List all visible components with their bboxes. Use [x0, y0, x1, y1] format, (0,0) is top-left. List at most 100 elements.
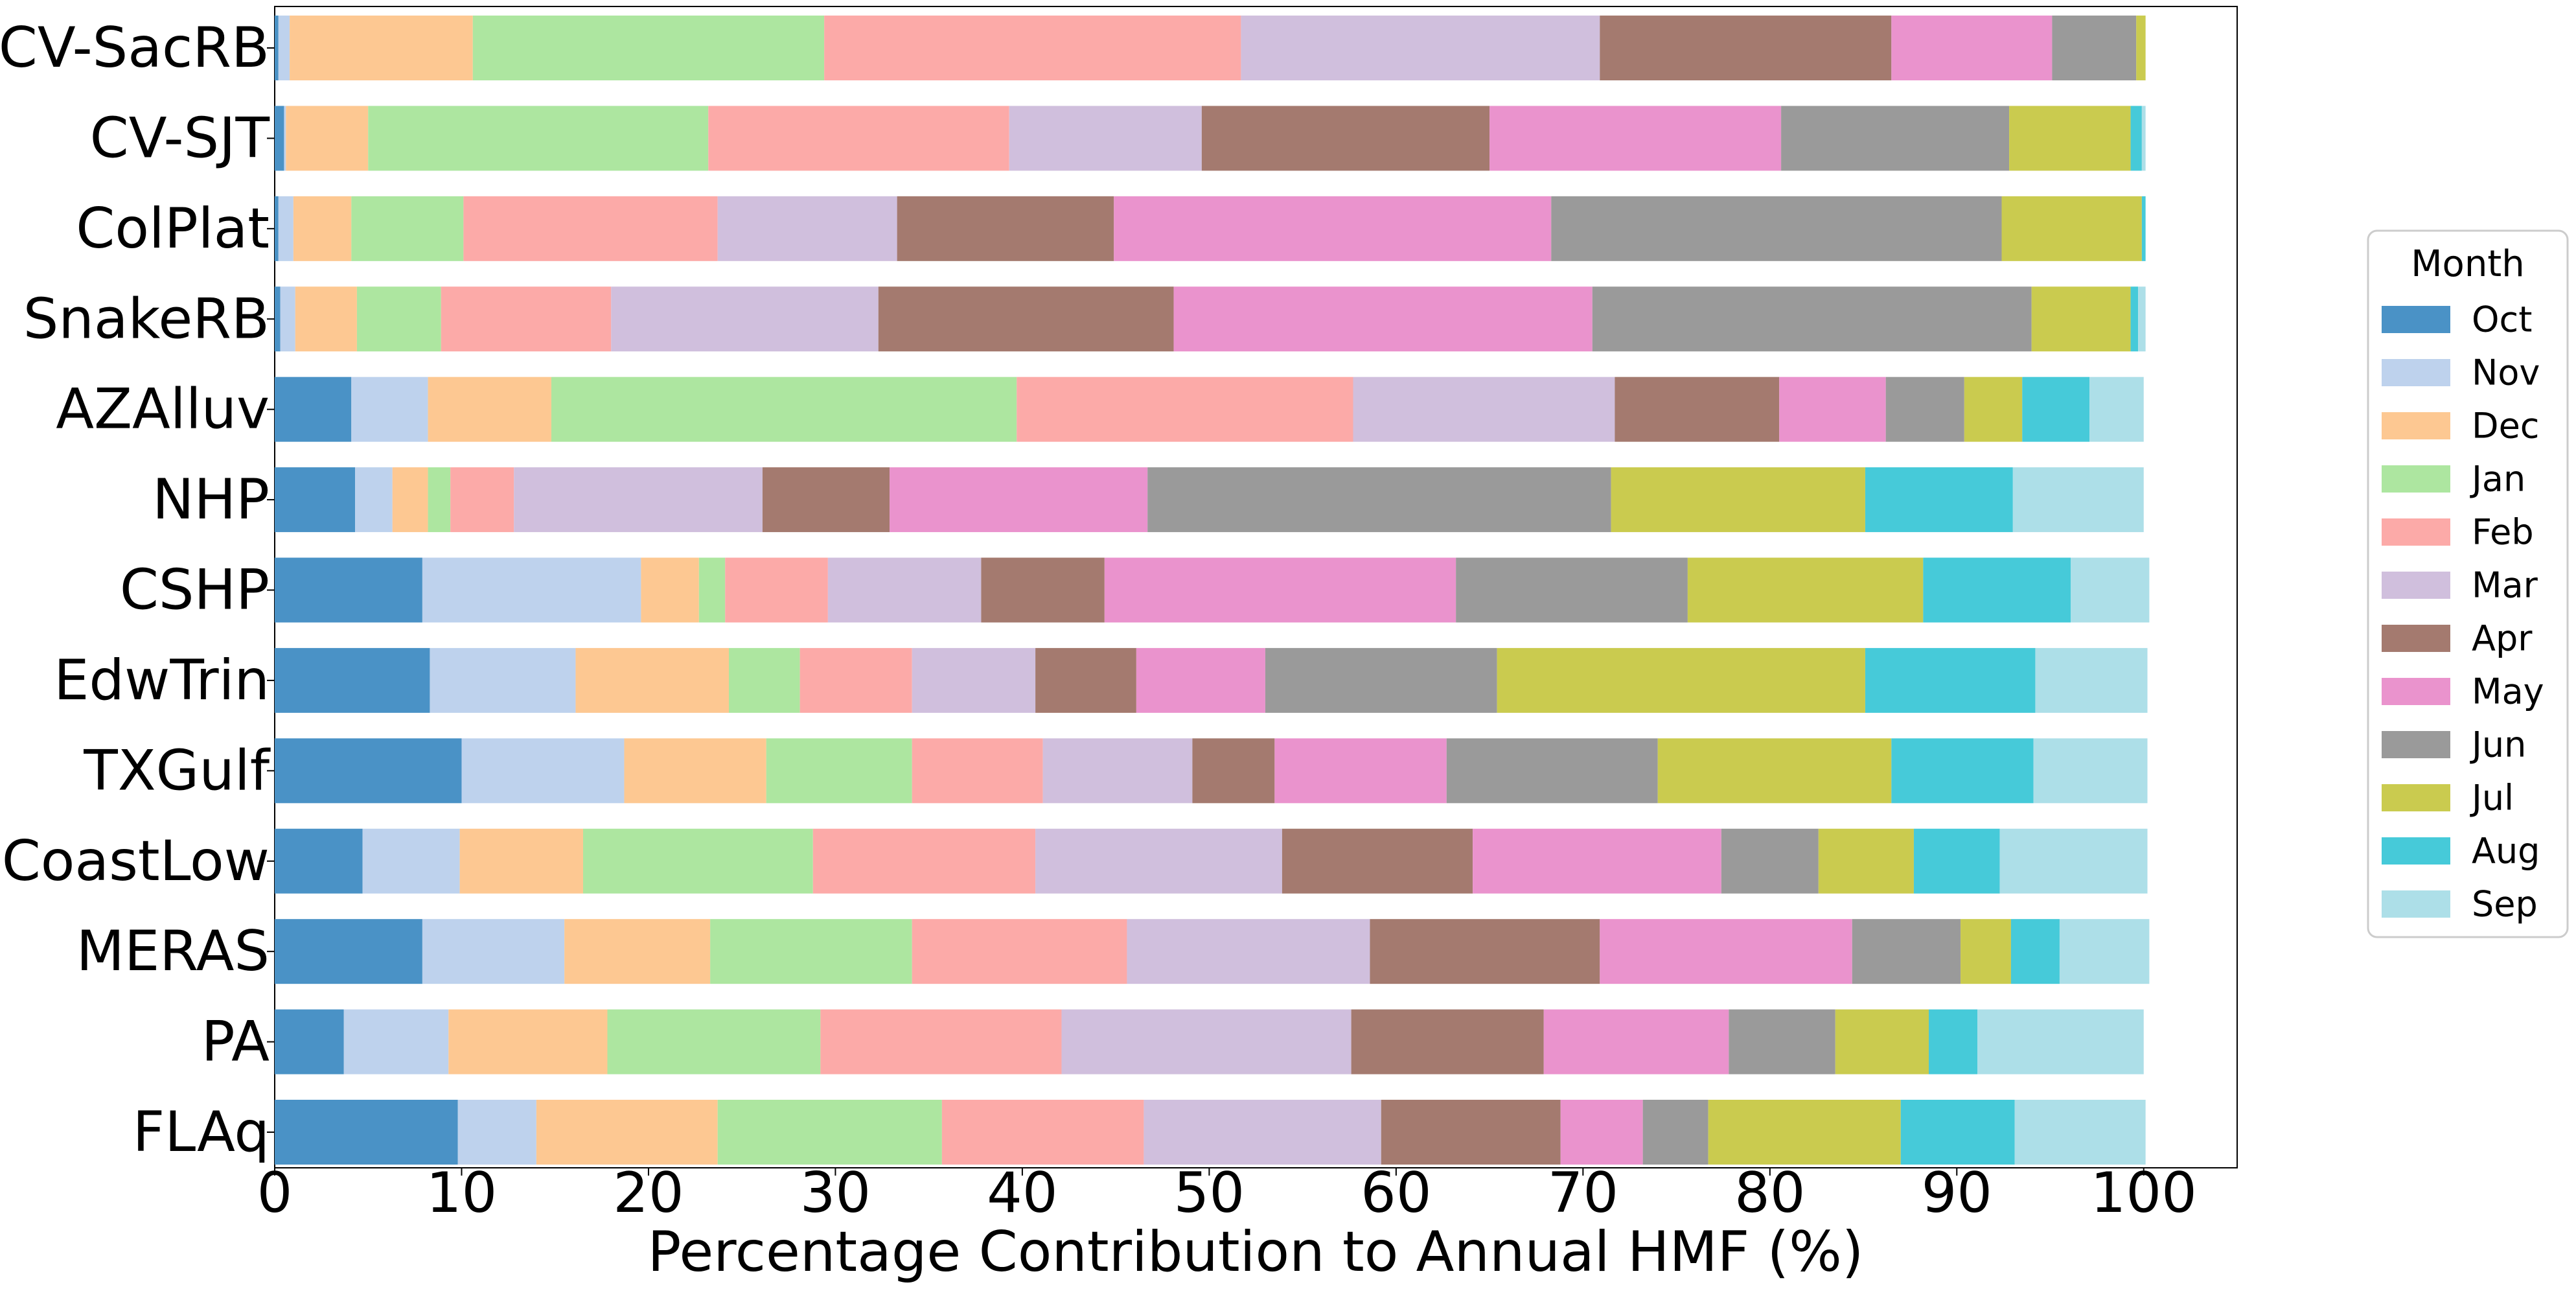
bar-snakerb-may — [1173, 286, 1593, 352]
legend-label-dec: Dec — [2472, 406, 2540, 447]
bar-flaq-nov — [457, 1100, 536, 1165]
x-axis-label: Percentage Contribution to Annual HMF (%… — [648, 1220, 1864, 1284]
bar-cshp-feb — [725, 557, 828, 623]
bar-coastlow-mar — [1035, 828, 1282, 894]
legend-items: Oct Nov Dec Jan Feb Mar Apr May Jun Jul Aug Sep — [2382, 299, 2544, 925]
bar-snakerb-oct — [275, 286, 281, 352]
bar-txgulf-feb — [912, 738, 1043, 804]
y-tick-label-nhp: NHP — [152, 467, 270, 532]
bar-azalluv-jun — [1885, 377, 1964, 442]
x-tick-label-50: 50 — [1174, 1161, 1245, 1225]
bar-pa-dec — [448, 1009, 608, 1074]
legend-swatch-oct — [2382, 306, 2450, 333]
bar-txgulf-sep — [2033, 738, 2148, 804]
bar-cv-sjt-sep — [2141, 106, 2146, 171]
bar-edwtrin-may — [1136, 647, 1265, 713]
bar-azalluv-apr — [1615, 377, 1780, 442]
bar-flaq-oct — [275, 1100, 458, 1165]
bar-edwtrin-dec — [575, 647, 729, 713]
bar-pa-jan — [607, 1009, 821, 1074]
legend-label-sep: Sep — [2472, 884, 2538, 925]
legend-frame — [2367, 229, 2569, 938]
bar-meras-dec — [564, 919, 711, 984]
y-tick-label-coastlow: CoastLow — [2, 829, 270, 894]
bar-coastlow-jan — [582, 828, 813, 894]
bar-cshp-oct — [275, 557, 422, 623]
bar-txgulf-aug — [1891, 738, 2034, 804]
bar-cv-sjt-jul — [2009, 106, 2131, 171]
legend-label-feb: Feb — [2472, 512, 2534, 553]
y-tick-label-pa: PA — [201, 1010, 270, 1074]
bar-azalluv-may — [1779, 377, 1886, 442]
bar-cv-sacrb-oct — [275, 16, 279, 80]
bar-cv-sjt-jan — [368, 106, 709, 171]
legend: Month Oct Nov Dec Jan Feb Mar Apr May Jun Jul Aug S… — [2367, 229, 2569, 938]
bar-cv-sacrb-apr — [1600, 16, 1892, 80]
legend-label-may: May — [2472, 671, 2544, 712]
y-tick-label-cv-sacrb: CV-SacRB — [0, 16, 270, 80]
legend-swatch-apr — [2382, 625, 2450, 652]
bar-snakerb-dec — [295, 286, 357, 352]
x-tick-label-40: 40 — [987, 1161, 1057, 1225]
bar-snakerb-jun — [1592, 286, 2032, 352]
bar-txgulf-jun — [1446, 738, 1658, 804]
bar-cv-sacrb-jun — [2052, 16, 2137, 80]
bar-nhp-sep — [2012, 467, 2144, 533]
bar-colplat-mar — [717, 196, 897, 261]
bar-meras-may — [1600, 919, 1852, 984]
bar-snakerb-nov — [280, 286, 295, 352]
bar-txgulf-may — [1274, 738, 1447, 804]
bar-cv-sacrb-dec — [290, 16, 473, 80]
bar-edwtrin-sep — [2035, 647, 2148, 713]
bar-edwtrin-jun — [1265, 647, 1497, 713]
y-tick-label-azalluv: AZAlluv — [56, 377, 270, 442]
bar-azalluv-sep — [2089, 377, 2144, 442]
bar-cv-sacrb-jan — [472, 16, 825, 80]
bar-colplat-aug — [2141, 196, 2146, 261]
bar-snakerb-apr — [878, 286, 1174, 352]
bar-pa-may — [1543, 1009, 1729, 1074]
bar-meras-apr — [1370, 919, 1600, 984]
bar-meras-oct — [275, 919, 422, 984]
bar-pa-sep — [1977, 1009, 2144, 1074]
bar-colplat-dec — [293, 196, 352, 261]
bar-flaq-sep — [2014, 1100, 2146, 1165]
bar-colplat-jun — [1551, 196, 2002, 261]
bar-coastlow-feb — [812, 828, 1036, 894]
x-tick-label-10: 10 — [426, 1161, 497, 1225]
bar-coastlow-oct — [275, 828, 363, 894]
y-tick-label-cv-sjt: CV-SJT — [90, 106, 270, 170]
bar-azalluv-aug — [2022, 377, 2090, 442]
bar-snakerb-aug — [2130, 286, 2139, 352]
bar-cshp-aug — [1923, 557, 2071, 623]
bar-colplat-jan — [351, 196, 464, 261]
bar-cv-sjt-aug — [2130, 106, 2142, 171]
bar-cv-sjt-dec — [286, 106, 369, 171]
x-tick-label-100: 100 — [2091, 1161, 2197, 1225]
bar-cv-sjt-oct — [275, 106, 284, 171]
legend-swatch-aug — [2382, 837, 2450, 865]
legend-label-jun: Jun — [2470, 725, 2526, 765]
bar-pa-jul — [1835, 1009, 1929, 1074]
y-tick-label-cshp: CSHP — [120, 558, 270, 623]
x-tick-label-70: 70 — [1548, 1161, 1618, 1225]
bar-azalluv-nov — [351, 377, 428, 442]
bar-flaq-jul — [1708, 1100, 1901, 1165]
x-tick-label-80: 80 — [1734, 1161, 1805, 1225]
bar-cshp-may — [1104, 557, 1456, 623]
legend-label-apr: Apr — [2472, 618, 2533, 659]
bar-flaq-jan — [717, 1100, 942, 1165]
bar-meras-feb — [912, 919, 1127, 984]
bar-cshp-sep — [2071, 557, 2150, 623]
bar-pa-jun — [1729, 1009, 1835, 1074]
bar-cv-sacrb-jul — [2136, 16, 2146, 80]
bar-nhp-mar — [514, 467, 763, 533]
bar-nhp-oct — [275, 467, 356, 533]
bar-cshp-jun — [1456, 557, 1688, 623]
bar-txgulf-apr — [1192, 738, 1275, 804]
legend-swatch-jul — [2382, 784, 2450, 811]
legend-swatch-mar — [2382, 572, 2450, 599]
bar-colplat-may — [1114, 196, 1552, 261]
bar-snakerb-jan — [356, 286, 441, 352]
bar-flaq-mar — [1144, 1100, 1381, 1165]
